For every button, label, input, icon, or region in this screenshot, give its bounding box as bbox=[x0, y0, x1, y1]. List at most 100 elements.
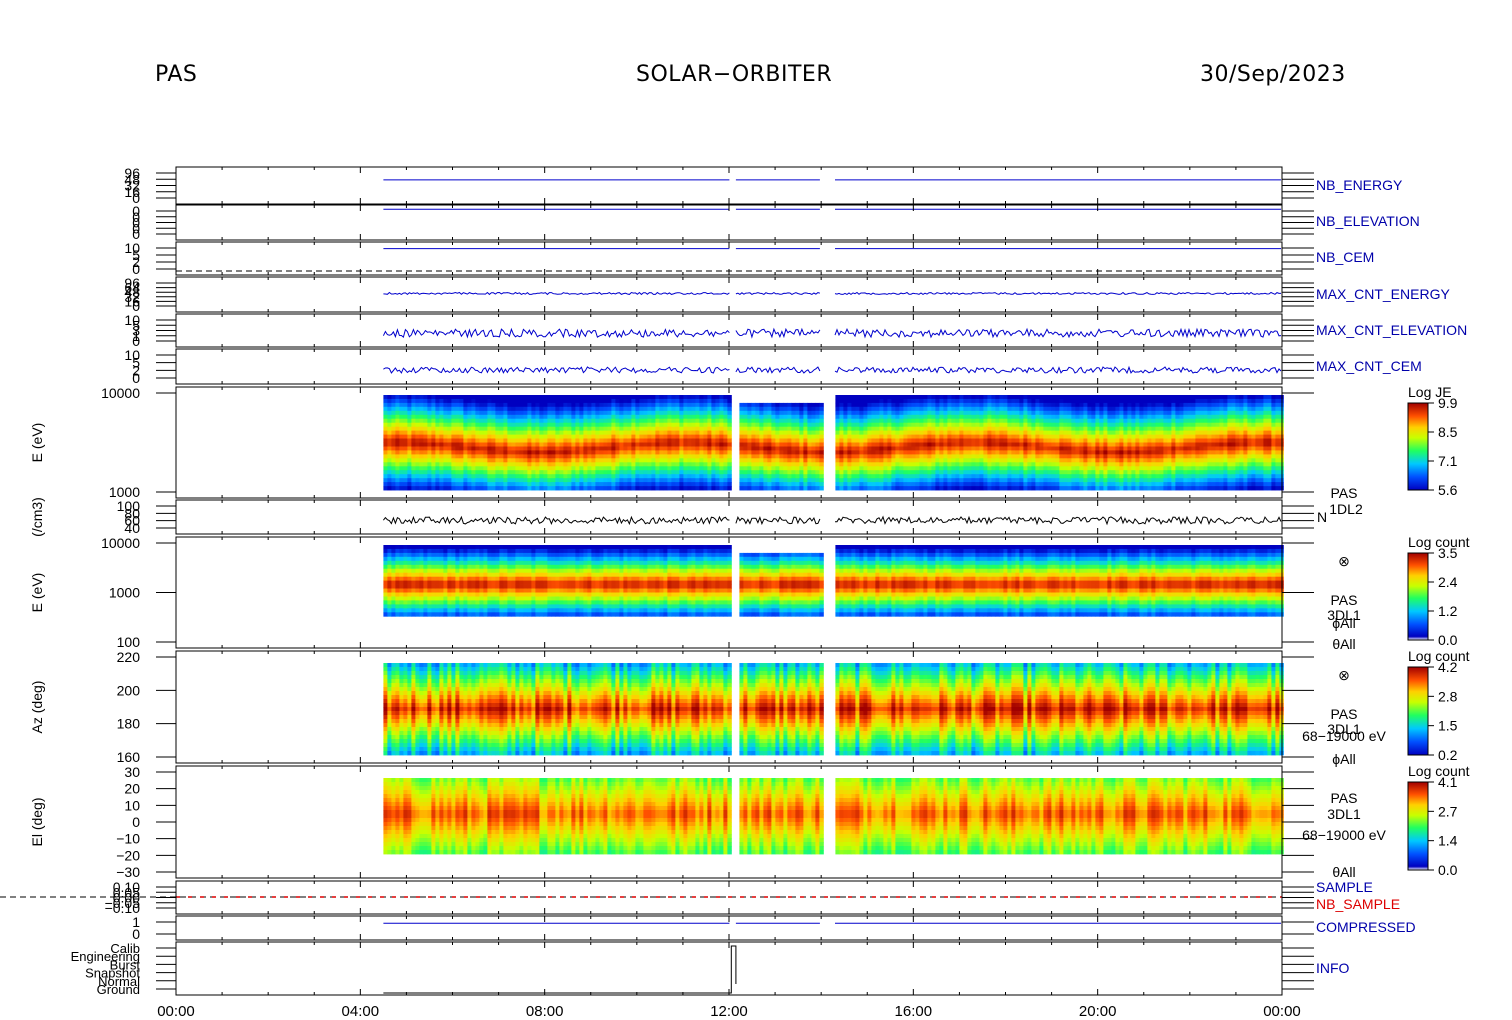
heatmap-cell bbox=[511, 442, 516, 447]
heatmap-cell bbox=[991, 478, 996, 483]
heatmap-cell bbox=[691, 422, 696, 428]
heatmap-cell bbox=[463, 430, 468, 435]
heatmap-cell bbox=[803, 442, 808, 447]
heatmap-cell bbox=[663, 398, 668, 404]
heatmap-cell bbox=[1071, 438, 1076, 443]
heatmap-cell bbox=[391, 438, 396, 443]
heatmap-cell bbox=[1043, 486, 1048, 491]
heatmap-cell bbox=[651, 395, 656, 400]
heatmap-cell bbox=[935, 478, 940, 483]
heatmap-cell bbox=[1143, 474, 1148, 479]
heatmap-cell bbox=[587, 454, 592, 459]
heatmap-cell bbox=[1227, 474, 1232, 479]
heatmap-cell bbox=[439, 470, 444, 475]
heatmap-cell bbox=[1071, 398, 1076, 404]
heatmap-cell bbox=[563, 414, 568, 420]
heatmap-cell bbox=[999, 466, 1004, 471]
heatmap-cell bbox=[1171, 470, 1176, 475]
heatmap-cell bbox=[591, 470, 596, 475]
heatmap-cell bbox=[1103, 414, 1108, 420]
heatmap-cell bbox=[623, 486, 628, 491]
heatmap-cell bbox=[847, 426, 852, 432]
heatmap-cell bbox=[435, 426, 440, 432]
heatmap-cell bbox=[467, 402, 472, 408]
heatmap-cell bbox=[459, 426, 464, 432]
heatmap-cell bbox=[1231, 398, 1236, 404]
heatmap-cell bbox=[1091, 395, 1096, 400]
heatmap-cell bbox=[1015, 422, 1020, 428]
heatmap-cell bbox=[1047, 450, 1052, 455]
heatmap-cell bbox=[491, 478, 496, 483]
heatmap-cell bbox=[507, 446, 512, 451]
heatmap-cell bbox=[579, 482, 584, 487]
heatmap-cell bbox=[507, 418, 512, 424]
heatmap-cell bbox=[1059, 438, 1064, 443]
heatmap-cell bbox=[499, 486, 504, 491]
heatmap-cell bbox=[855, 438, 860, 443]
heatmap-cell bbox=[923, 446, 928, 451]
heatmap-cell bbox=[727, 402, 732, 408]
heatmap-cell bbox=[635, 402, 640, 408]
heatmap-cell bbox=[399, 454, 404, 459]
heatmap-cell bbox=[455, 402, 460, 408]
heatmap-cell bbox=[743, 458, 748, 463]
heatmap-cell bbox=[599, 474, 604, 479]
heatmap-cell bbox=[723, 446, 728, 451]
heatmap-cell bbox=[483, 398, 488, 404]
heatmap-cell bbox=[779, 474, 784, 479]
heatmap-cell bbox=[659, 446, 664, 451]
heatmap-cell bbox=[1031, 434, 1036, 439]
heatmap-cell bbox=[791, 442, 796, 447]
heatmap-cell bbox=[1015, 410, 1020, 416]
heatmap-cell bbox=[727, 414, 732, 420]
heatmap-cell bbox=[479, 422, 484, 428]
heatmap-cell bbox=[691, 482, 696, 487]
heatmap-cell bbox=[675, 402, 680, 408]
heatmap-cell bbox=[555, 474, 560, 479]
heatmap-cell bbox=[775, 414, 780, 420]
heatmap-cell bbox=[779, 406, 784, 412]
heatmap-cell bbox=[1127, 462, 1132, 467]
heatmap-cell bbox=[879, 454, 884, 459]
heatmap-cell bbox=[491, 450, 496, 455]
heatmap-cell bbox=[979, 410, 984, 416]
heatmap-cell bbox=[403, 418, 408, 424]
heatmap-cell bbox=[887, 470, 892, 475]
heatmap-cell bbox=[883, 434, 888, 439]
heatmap-cell bbox=[719, 470, 724, 475]
heatmap-cell bbox=[719, 410, 724, 416]
heatmap-cell bbox=[979, 458, 984, 463]
heatmap-cell bbox=[803, 418, 808, 424]
heatmap-cell bbox=[1191, 406, 1196, 412]
heatmap-cell bbox=[1195, 402, 1200, 408]
heatmap-cell bbox=[1099, 410, 1104, 416]
heatmap-cell bbox=[915, 478, 920, 483]
heatmap-cell bbox=[615, 486, 620, 491]
heatmap-cell bbox=[1031, 395, 1036, 400]
heatmap-cell bbox=[667, 450, 672, 455]
heatmap-cell bbox=[399, 466, 404, 471]
heatmap-cell bbox=[383, 446, 388, 451]
heatmap-cell bbox=[595, 470, 600, 475]
heatmap-cell bbox=[631, 402, 636, 408]
heatmap-cell bbox=[579, 466, 584, 471]
heatmap-cell bbox=[1015, 438, 1020, 443]
heatmap-cell bbox=[1119, 418, 1124, 424]
heatmap-cell bbox=[1015, 442, 1020, 447]
heatmap-cell bbox=[803, 462, 808, 467]
heatmap-cell bbox=[431, 438, 436, 443]
heatmap-cell bbox=[1227, 438, 1232, 443]
heatmap-cell bbox=[951, 418, 956, 424]
heatmap-cell bbox=[839, 434, 844, 439]
heatmap-cell bbox=[1147, 418, 1152, 424]
heatmap-cell bbox=[431, 395, 436, 400]
heatmap-cell bbox=[711, 430, 716, 435]
heatmap-cell bbox=[935, 450, 940, 455]
heatmap-cell bbox=[1079, 398, 1084, 404]
heatmap-cell bbox=[647, 482, 652, 487]
heatmap-cell bbox=[479, 406, 484, 412]
heatmap-cell bbox=[819, 438, 824, 443]
heatmap-cell bbox=[1003, 438, 1008, 443]
heatmap-cell bbox=[715, 406, 720, 412]
heatmap-cell bbox=[1151, 442, 1156, 447]
